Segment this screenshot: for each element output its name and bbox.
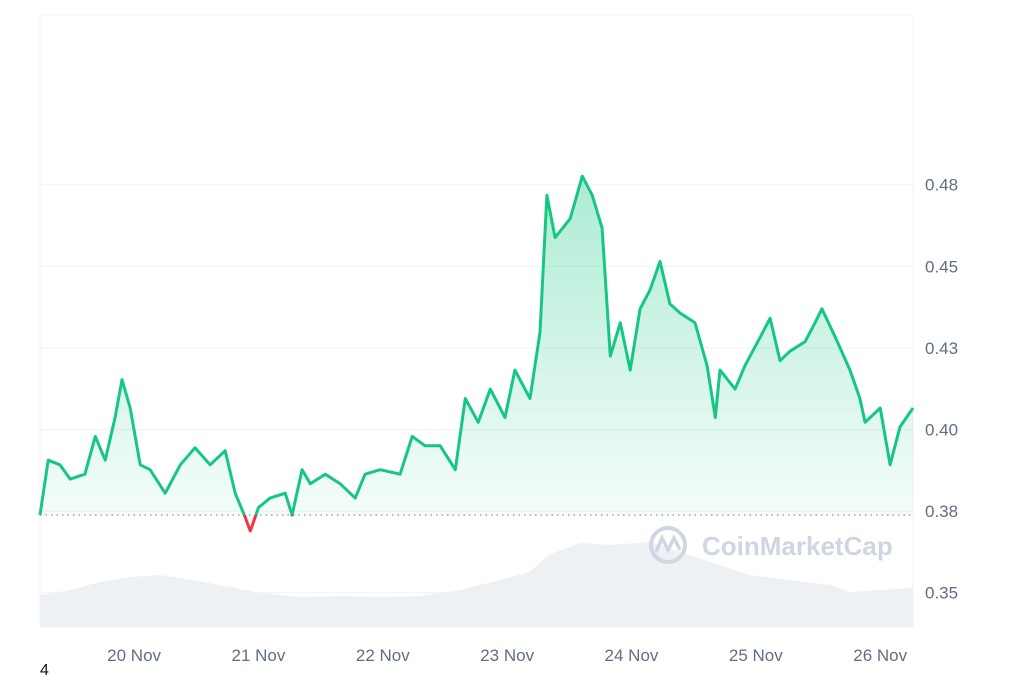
- x-tick-label: 20 Nov: [107, 646, 161, 665]
- price-line-up: [38, 174, 915, 516]
- logo-m-icon: [654, 533, 682, 554]
- x-tick-label: 26 Nov: [853, 646, 907, 665]
- y-tick-label: 0.48: [925, 176, 958, 195]
- y-tick-label: 0.43: [925, 339, 958, 358]
- watermark-text: CoinMarketCap: [702, 531, 893, 561]
- x-tick-label: 21 Nov: [232, 646, 286, 665]
- coinmarketcap-logo-icon: [649, 526, 687, 564]
- y-tick-label: 0.38: [925, 502, 958, 521]
- x-tick-label: 23 Nov: [480, 646, 534, 665]
- watermark: CoinMarketCap: [649, 526, 893, 564]
- y-tick-label: 0.40: [925, 421, 958, 440]
- y-axis: 0.48 0.45 0.43 0.40 0.38 0.35: [925, 176, 958, 603]
- volume-area: [40, 542, 913, 627]
- y-tick-label: 0.35: [925, 584, 958, 603]
- price-area-fill: [40, 176, 913, 516]
- y-tick-label: 0.45: [925, 257, 958, 276]
- page-number: 4: [40, 662, 49, 679]
- x-tick-label: 25 Nov: [729, 646, 783, 665]
- x-tick-label: 24 Nov: [605, 646, 659, 665]
- x-tick-label: 22 Nov: [356, 646, 410, 665]
- x-axis: 20 Nov 21 Nov 22 Nov 23 Nov 24 Nov 25 Nov 26 N…: [107, 646, 907, 665]
